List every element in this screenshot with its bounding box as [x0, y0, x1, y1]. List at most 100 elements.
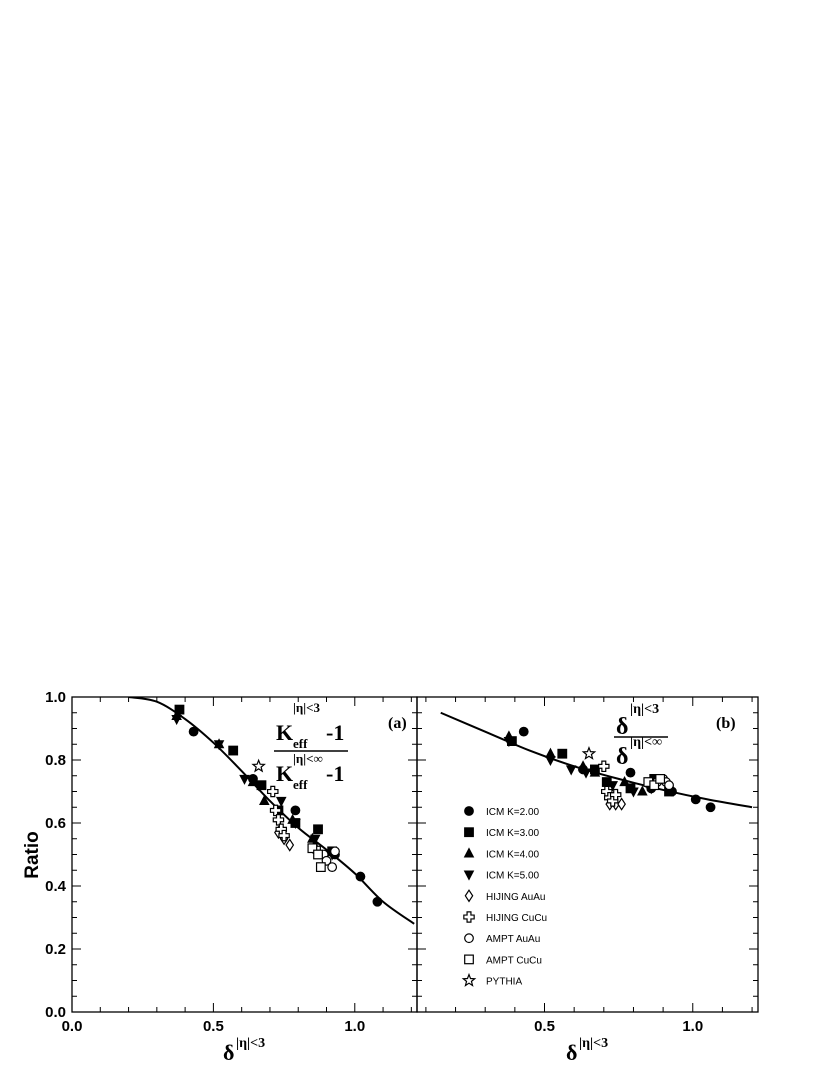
data-point-star-open [251, 758, 266, 773]
legend-label: HIJING CuCu [486, 913, 547, 924]
data-point-circle-filled [372, 896, 383, 907]
data-point-triangle-down-filled [580, 768, 592, 779]
data-point-square-filled [313, 824, 323, 835]
data-point-diamond-open [617, 797, 626, 811]
a-den-base: K [276, 761, 293, 786]
data-point-cross-open [598, 760, 610, 773]
legend: ICM K=2.00 ICM K=3.00 ICM K=4.00 ICM K=5.00… [461, 806, 547, 988]
legend-marker-square-open [464, 954, 474, 965]
a-num-base: K [276, 720, 293, 745]
legend-label: ICM K=5.00 [486, 871, 540, 882]
data-point-triangle-up-filled [545, 747, 556, 758]
data-point-triangle-up-filled [637, 785, 648, 796]
data-point-star-open [581, 746, 597, 760]
data-point-cross-open [278, 829, 290, 842]
y-tick-label: 0.4 [45, 878, 67, 895]
x-tick-label: 1.0 [344, 1018, 365, 1035]
panel-a-xlabel: δ |η|<3 [223, 1036, 265, 1065]
b-num-sup: |η|<3 [630, 702, 659, 717]
a-num-tail: -1 [326, 720, 344, 745]
x-tick-label: 0.5 [203, 1018, 224, 1035]
legend-marker-diamond-open [464, 889, 474, 903]
panel-b-labels: 0.5 1.0 [534, 1018, 703, 1035]
panel-b: 0.5 1.0 (b) δ |η|<3 δ |η|<∞ δ |η|<3 ICM K… [416, 696, 759, 1065]
x-tick-label: 1.0 [682, 1018, 703, 1035]
legend-marker-triangle-up-filled [463, 847, 475, 858]
panel-b-points [503, 726, 716, 813]
data-point-triangle-down-filled [309, 834, 321, 845]
data-point-triangle-down-filled [607, 781, 618, 792]
data-point-diamond-open [285, 838, 295, 852]
b-xlabel-base: δ [566, 1040, 577, 1065]
data-point-triangle-down-filled [503, 737, 515, 748]
legend-label: ICM K=4.00 [486, 849, 540, 860]
data-point-triangle-down-filled [545, 755, 556, 767]
a-den-sub: eff [293, 777, 308, 792]
data-point-triangle-down-filled [290, 818, 301, 830]
data-point-square-open [315, 862, 326, 872]
y-tick-label: 0.6 [45, 815, 66, 832]
legend-label: PYTHIA [486, 977, 522, 988]
a-num-sup: |η|<3 [293, 700, 321, 715]
data-point-triangle-down-filled [239, 774, 250, 785]
data-point-triangle-up-filled [259, 794, 270, 805]
legend-marker-cross-open [463, 911, 475, 923]
data-point-cross-open [267, 785, 279, 798]
data-point-square-open [655, 773, 666, 784]
panel-b-formula: δ |η|<3 δ |η|<∞ [614, 702, 668, 770]
data-point-triangle-up-filled [619, 776, 630, 787]
panel-b-label: (b) [716, 715, 736, 732]
data-point-cross-open [609, 788, 622, 801]
y-tick-label: 1.0 [45, 689, 66, 706]
legend-marker-circle-open [464, 933, 474, 944]
b-den-base: δ [616, 744, 628, 770]
legend-marker-star-open [461, 972, 477, 987]
legend-marker-circle-filled [464, 806, 474, 816]
data-point-square-filled [174, 704, 185, 715]
a-xlabel-base: δ [223, 1040, 234, 1065]
data-point-triangle-down-filled [171, 715, 182, 726]
panel-b-curve-group [440, 711, 753, 809]
panel-a-formula: K |η|<3 eff -1 K |η|<∞ eff -1 [274, 700, 348, 792]
data-point-circle-filled [625, 767, 636, 778]
fit-curve [440, 711, 753, 809]
legend-label: ICM K=3.00 [486, 828, 540, 839]
panel-a-labels: 0.0 0.5 1.0 0.0 0.2 0.4 0.6 0.8 1.0 [45, 689, 365, 1035]
legend-label: AMPT CuCu [486, 955, 542, 966]
y-tick-label: 0.8 [45, 752, 66, 769]
data-point-triangle-up-filled [589, 766, 601, 777]
data-point-triangle-down-filled [253, 781, 264, 792]
b-xlabel-sup: |η|<3 [579, 1036, 608, 1051]
data-point-triangle-down-filled [628, 787, 639, 798]
legend-label: HIJING AuAu [486, 892, 545, 903]
y-axis-label: Ratio [22, 831, 43, 879]
panel-b-xlabel: δ |η|<3 [566, 1036, 608, 1065]
data-point-circle-open [327, 862, 338, 872]
data-point-circle-filled [518, 726, 529, 737]
data-point-square-open [649, 780, 660, 791]
a-num-sub: eff [293, 736, 308, 751]
b-den-sup: |η|<∞ [630, 735, 662, 750]
panel-a-frame [71, 696, 418, 1013]
y-tick-label: 0.0 [45, 1004, 66, 1021]
legend-marker-triangle-down-filled [463, 870, 475, 881]
data-point-cross-open [272, 814, 285, 826]
data-point-circle-filled [355, 871, 366, 882]
data-point-square-filled [557, 748, 568, 759]
data-point-circle-filled [290, 805, 301, 816]
legend-label: ICM K=2.00 [486, 807, 540, 818]
panel-a-points [171, 704, 383, 907]
legend-marker-square-filled [464, 827, 474, 838]
data-point-circle-open [330, 846, 340, 857]
data-point-circle-filled [690, 794, 701, 805]
b-num-base: δ [616, 714, 628, 740]
data-point-square-open [307, 843, 318, 854]
x-tick-label: 0.0 [62, 1018, 83, 1035]
data-point-square-filled [228, 745, 239, 756]
data-point-triangle-down-filled [213, 740, 225, 751]
panel-a: 0.0 0.5 1.0 0.0 0.2 0.4 0.6 0.8 1.0 (a) K |η|<3 … [22, 689, 418, 1065]
a-xlabel-sup: |η|<3 [236, 1036, 265, 1051]
a-den-sup: |η|<∞ [293, 751, 323, 766]
x-tick-label: 0.5 [534, 1018, 555, 1035]
